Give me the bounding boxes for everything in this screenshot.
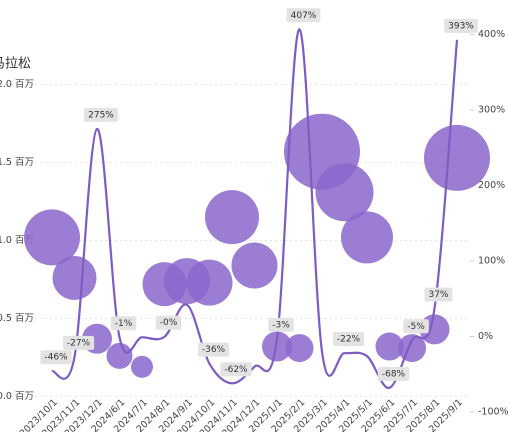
data-label: -5% [403,319,429,334]
y-tick-label: 2.0 百万 [0,79,34,90]
data-label: 37% [424,287,453,302]
data-label-text: -22% [337,335,361,345]
data-label-box [84,107,118,122]
bubble [24,209,80,266]
data-label-text: -36% [202,345,226,355]
data-label: 275% [84,107,118,122]
y2-tick-label: 400% [478,29,505,40]
data-label: 393% [444,18,478,33]
y2-tick-label: 100% [478,256,505,267]
data-label-text: 407% [291,11,317,21]
bubble [186,259,233,306]
data-label-text: 37% [428,290,448,300]
data-label-box [403,319,429,334]
bubble [262,331,292,362]
data-label: -1% [110,316,137,331]
data-label: -46% [40,350,72,365]
data-label: -3% [268,317,294,332]
data-label-box [424,287,453,302]
data-label-box [286,8,321,23]
bubble [424,124,490,191]
y-tick-label: 0.0 百万 [0,391,34,402]
data-label-text: 275% [88,110,114,120]
data-label-text: -62% [224,365,248,375]
data-label: -22% [332,332,365,347]
data-label-text: -27% [67,338,91,348]
y2-tick-label: 300% [478,105,505,116]
data-label-text: -0% [160,318,178,328]
data-label-text: -5% [407,322,425,332]
data-label: -68% [377,366,410,381]
y-tick-label: 1.0 百万 [0,235,34,246]
data-label-text: -3% [272,320,290,330]
y-tick-label: 0.5 百万 [0,313,34,324]
bubble [341,211,393,264]
data-label-box [40,350,72,365]
data-label-text: 393% [448,21,474,31]
data-label-box [110,316,137,331]
data-label-box [155,315,182,330]
bubble [315,163,374,222]
data-label-box [332,332,365,347]
data-label-box [220,362,252,377]
bubble [231,242,278,289]
data-label-text: -68% [382,369,406,379]
y2-tick-label: 200% [478,180,505,191]
bubble [131,355,153,378]
y2-tick-label: -100% [478,407,509,418]
bubble [106,342,133,369]
data-label-box [377,366,410,381]
data-label-box [268,317,294,332]
data-label: -62% [220,362,252,377]
data-label-text: -46% [44,353,68,363]
data-label-text: -1% [115,319,133,329]
data-label: 407% [286,8,321,23]
y2-tick-label: 0% [478,331,493,342]
data-label-box [444,18,478,33]
chart-title: 马拉松 [0,57,31,72]
y-tick-label: 1.5 百万 [0,157,34,168]
line [50,28,459,389]
bubble [375,332,404,361]
bubble [285,334,314,363]
bubble [52,255,97,300]
data-label-box [197,342,230,357]
data-label: -27% [62,335,95,350]
data-label: -36% [197,342,230,357]
data-label-box [62,335,95,350]
data-label: -0% [155,315,182,330]
bubble [205,190,259,245]
